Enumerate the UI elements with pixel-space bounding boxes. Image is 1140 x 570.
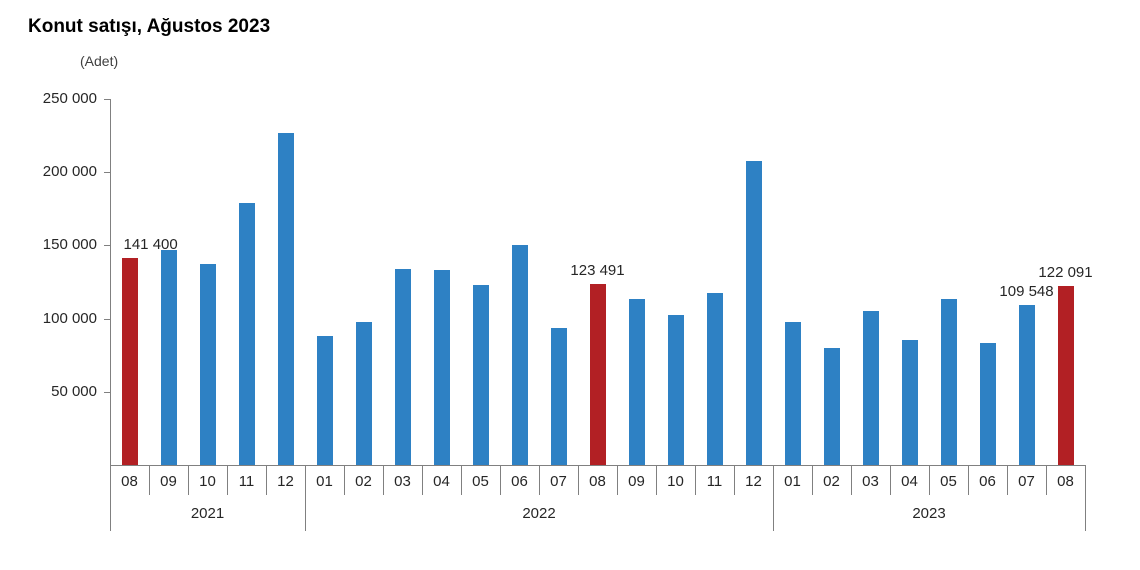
month-separator-line (578, 465, 579, 495)
bar-2022-02 (355, 322, 372, 465)
month-separator-line (890, 465, 891, 495)
bar-2023-06 (979, 343, 996, 465)
y-axis-tick (104, 391, 110, 393)
month-tick-label: 11 (706, 473, 723, 490)
bar-2022-12 (745, 161, 762, 465)
month-tick-label: 08 (1057, 473, 1074, 490)
month-separator-line (695, 465, 696, 495)
bar-2021-12 (277, 133, 294, 465)
bar-2023-07 (1018, 305, 1035, 465)
month-separator-line (1007, 465, 1008, 495)
month-tick-label: 11 (238, 473, 255, 490)
year-boundary-line (1085, 465, 1086, 531)
month-separator-line (617, 465, 618, 495)
bar-value-label: 122 091 (1038, 264, 1093, 281)
bar-2023-05 (940, 299, 957, 465)
chart-title: Konut satışı, Ağustos 2023 (28, 16, 271, 37)
month-tick-label: 03 (862, 473, 879, 490)
bar-2023-08 (1057, 286, 1074, 465)
y-axis-tick-label: 100 000 (42, 309, 97, 327)
month-tick-label: 12 (277, 473, 294, 490)
month-separator-line (929, 465, 930, 495)
month-tick-label: 10 (667, 473, 684, 490)
month-separator-line (188, 465, 189, 495)
month-tick-label: 03 (394, 473, 411, 490)
month-separator-line (734, 465, 735, 495)
bar-2022-07 (550, 328, 567, 465)
month-separator-line (500, 465, 501, 495)
month-tick-label: 07 (1018, 473, 1035, 490)
month-separator-line (422, 465, 423, 495)
y-axis-unit-label: (Adet) (80, 53, 119, 69)
bar-value-label: 123 491 (570, 262, 625, 279)
year-boundary-line (305, 465, 306, 531)
bar-2022-06 (511, 245, 528, 465)
month-separator-line (812, 465, 813, 495)
bar-2022-05 (472, 285, 489, 465)
month-tick-label: 01 (784, 473, 801, 490)
month-tick-label: 10 (199, 473, 216, 490)
month-separator-line (851, 465, 852, 495)
bar-2022-04 (433, 270, 450, 465)
month-tick-label: 08 (589, 473, 606, 490)
year-label-2021: 2021 (190, 505, 225, 522)
y-axis-tick (104, 172, 110, 174)
month-tick-label: 12 (745, 473, 762, 490)
month-separator-line (461, 465, 462, 495)
bar-2022-11 (706, 293, 723, 465)
bar-2023-02 (823, 348, 840, 465)
month-tick-label: 04 (433, 473, 450, 490)
y-axis-line (110, 99, 111, 465)
bar-2021-11 (238, 203, 255, 465)
month-tick-label: 09 (628, 473, 645, 490)
year-label-2022: 2022 (522, 505, 556, 522)
bar-value-label: 141 400 (123, 236, 178, 253)
bar-2022-03 (394, 269, 411, 465)
y-axis-tick (104, 99, 110, 100)
y-axis-tick-label: 150 000 (42, 236, 97, 254)
bar-value-label: 109 548 (999, 283, 1054, 300)
month-separator-line (149, 465, 150, 495)
x-axis-line (110, 465, 1086, 466)
bar-2021-10 (199, 264, 216, 465)
y-axis-tick (104, 245, 110, 247)
month-separator-line (968, 465, 969, 495)
bar-2021-09 (160, 250, 177, 465)
y-axis-tick (104, 318, 110, 320)
y-axis-tick-label: 50 000 (51, 382, 97, 400)
bar-2021-08 (121, 258, 138, 465)
bar-2022-10 (667, 315, 684, 465)
year-label-2023: 2023 (912, 505, 946, 522)
month-separator-line (383, 465, 384, 495)
bar-2023-04 (901, 340, 918, 465)
bar-2022-01 (316, 336, 333, 465)
month-separator-line (344, 465, 345, 495)
month-tick-label: 04 (901, 473, 918, 490)
month-separator-line (1046, 465, 1047, 495)
month-tick-label: 08 (121, 473, 138, 490)
month-separator-line (266, 465, 267, 495)
month-separator-line (539, 465, 540, 495)
bar-2022-08 (589, 284, 606, 465)
month-separator-line (227, 465, 228, 495)
bar-2023-01 (784, 322, 801, 465)
month-tick-label: 01 (316, 473, 333, 490)
month-tick-label: 02 (823, 473, 840, 490)
month-tick-label: 06 (511, 473, 528, 490)
year-boundary-line (110, 465, 111, 531)
bar-2023-03 (862, 311, 879, 465)
y-axis-tick-label: 200 000 (42, 163, 97, 181)
month-tick-label: 09 (160, 473, 177, 490)
month-tick-label: 05 (940, 473, 957, 490)
year-boundary-line (773, 465, 774, 531)
bar-2022-09 (628, 299, 645, 465)
month-tick-label: 07 (550, 473, 567, 490)
y-axis-tick-label: 250 000 (42, 90, 97, 107)
month-tick-label: 05 (472, 473, 489, 490)
month-separator-line (656, 465, 657, 495)
month-tick-label: 06 (979, 473, 996, 490)
month-tick-label: 02 (355, 473, 372, 490)
